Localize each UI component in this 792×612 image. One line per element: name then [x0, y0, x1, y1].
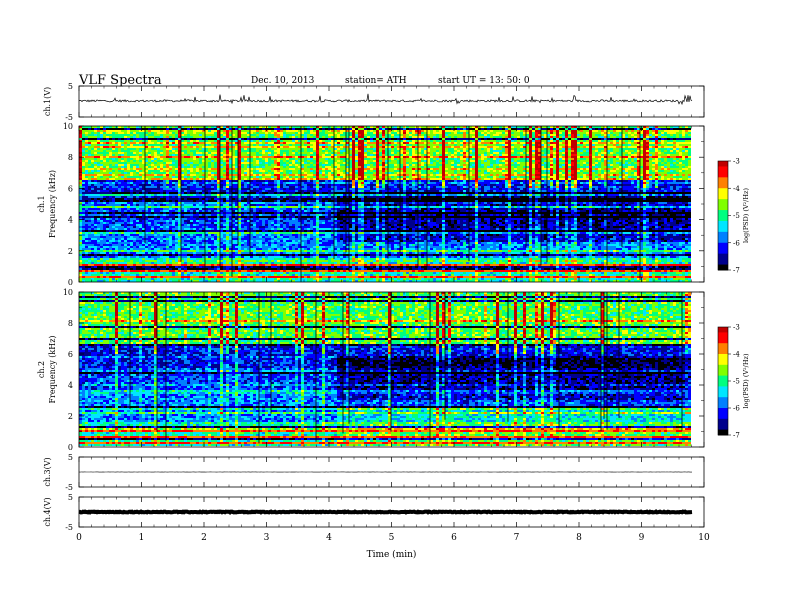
x-tick-label: 8: [576, 533, 582, 543]
x-tick-label: 9: [639, 533, 645, 543]
y-tick-label: 10: [63, 288, 73, 297]
x-axis-label: Time (min): [367, 549, 417, 560]
colorbar-tick-label: -7: [733, 432, 740, 440]
y-tick-label: -5: [65, 523, 73, 532]
y-axis-label-channel: ch.2: [37, 361, 46, 378]
y-tick-label: 6: [68, 350, 73, 359]
y-tick-label: 8: [68, 319, 73, 328]
y-tick-label: 5: [68, 82, 73, 91]
x-tick-label: 4: [326, 533, 332, 543]
y-tick-label: 2: [68, 247, 73, 256]
y-axis-label: ch.3(V): [43, 457, 52, 486]
colorbar-tick-label: -4: [733, 351, 740, 359]
waveform-ch4-waveform: [79, 512, 692, 513]
colorbar-tick-label: -5: [733, 378, 740, 386]
y-tick-label: 0: [68, 278, 73, 287]
panel-ch2-spectrogram: -3 -4 -5 -6 -7 log(PSD) (V²/Hz) ch.2 Frequency …: [37, 288, 750, 452]
panel-ch4-waveform: ch.4(V) 5 -5: [43, 493, 704, 532]
colorbar-tick-label: -7: [733, 267, 740, 275]
spectrogram-ch2-spectrogram: [79, 292, 691, 446]
y-tick-label: -5: [65, 113, 73, 122]
y-axis-label: ch.4(V): [43, 497, 52, 526]
x-tick-label: 0: [76, 533, 82, 543]
y-tick-label: 4: [68, 381, 73, 390]
panel-ch1-waveform: ch.1(V) 5 -5: [43, 82, 704, 122]
x-tick-label: 6: [451, 533, 457, 543]
y-tick-label: 5: [68, 493, 73, 502]
y-axis-label: Frequency (kHz): [48, 335, 57, 403]
colorbar-tick-label: -6: [733, 405, 740, 413]
colorbar-tick-label: -4: [733, 185, 740, 193]
colorbar-tick-label: -5: [733, 212, 740, 220]
y-tick-label: 2: [68, 412, 73, 421]
x-tick-label: 10: [698, 533, 710, 543]
y-tick-label: 8: [68, 153, 73, 162]
y-axis-label: ch.1(V): [43, 87, 52, 116]
x-tick-label: 3: [264, 533, 270, 543]
waveform-ch1-waveform: [79, 94, 692, 104]
colorbar-label: log(PSD) (V²/Hz): [742, 188, 750, 243]
colorbar-tick-label: -3: [733, 158, 740, 166]
waveform-trace: [79, 94, 692, 104]
x-tick-label: 2: [201, 533, 207, 543]
x-tick-label: 5: [389, 533, 395, 543]
spectrogram-ch1-spectrogram: [79, 126, 691, 282]
colorbar-label: log(PSD) (V²/Hz): [742, 353, 750, 408]
panel-ch1-spectrogram: -3 -4 -5 -6 -7 log(PSD) (V²/Hz) ch.1 Frequency …: [37, 122, 750, 287]
y-axis-label-channel: ch.1: [37, 195, 46, 212]
colorbar-ch1-spectrogram: -3 -4 -5 -6 -7 log(PSD) (V²/Hz): [718, 158, 750, 275]
y-tick-label: 5: [68, 453, 73, 462]
x-tick-label: 1: [139, 533, 145, 543]
y-tick-label: 4: [68, 216, 73, 225]
y-axis-label: Frequency (kHz): [48, 170, 57, 238]
waveform-trace: [79, 512, 692, 513]
y-tick-label: 6: [68, 184, 73, 193]
y-tick-label: -5: [65, 483, 73, 492]
y-tick-label: 10: [63, 122, 73, 131]
panel-ch3-waveform: ch.3(V) 5 -5: [43, 453, 704, 492]
vlf-spectra-figure: ch.1(V)5-5-3-4-5-6-7log(PSD) (V²/Hz)ch.1…: [0, 0, 792, 612]
colorbar-tick-label: -6: [733, 239, 740, 247]
y-tick-label: 0: [68, 443, 73, 452]
colorbar-ch2-spectrogram: -3 -4 -5 -6 -7 log(PSD) (V²/Hz): [718, 324, 750, 440]
x-tick-label: 7: [514, 533, 520, 543]
colorbar-tick-label: -3: [733, 324, 740, 332]
